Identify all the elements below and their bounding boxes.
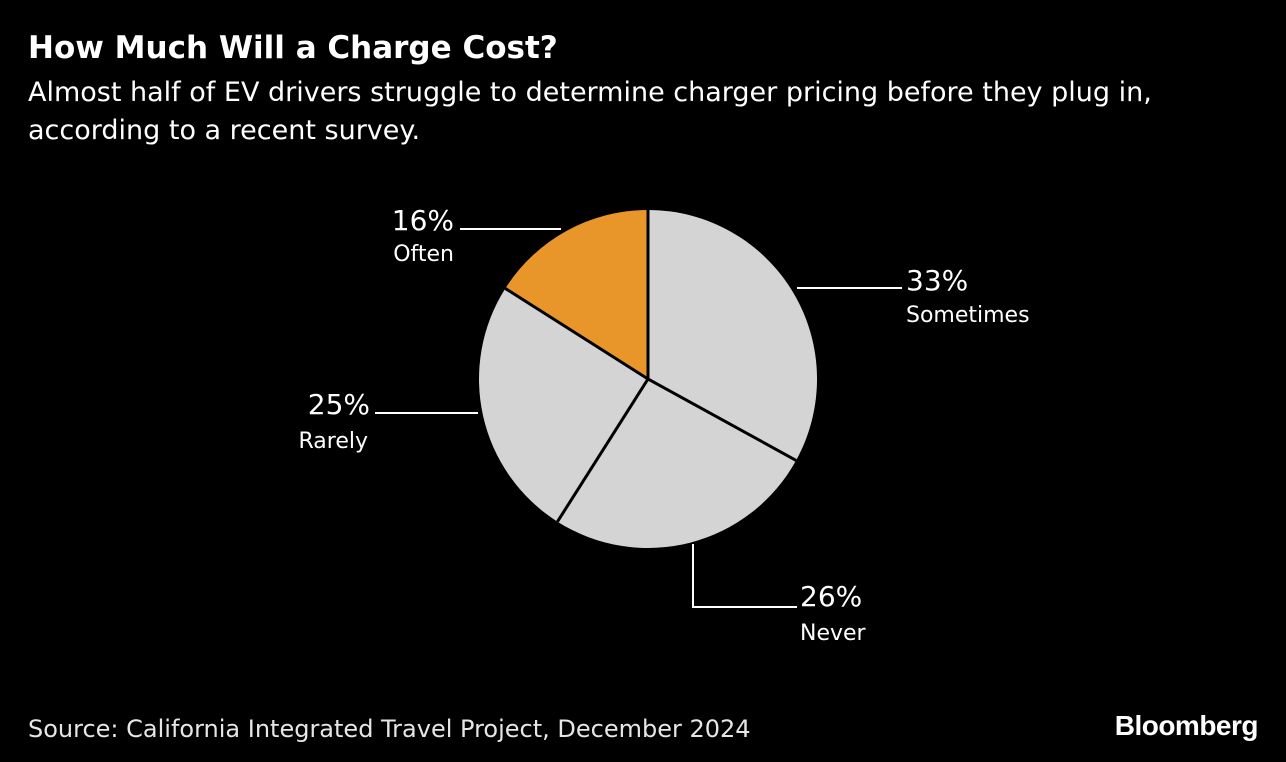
category-label-rarely: Rarely [298, 429, 368, 454]
pie-slice-sometimes [648, 210, 817, 461]
data-label-rarely: 25% [308, 388, 370, 421]
pie-leader-lines [375, 228, 902, 608]
bloomberg-logo: Bloomberg [1114, 710, 1259, 741]
leader-line-never [692, 544, 797, 608]
pie-labels: 33% Sometimes 26% Never 25% Rarely 16% Often [298, 204, 1029, 646]
slice-divider [504, 287, 649, 381]
chart-title: How Much Will a Charge Cost? [28, 30, 558, 66]
category-label-never: Never [800, 621, 867, 646]
data-label-sometimes: 33% [906, 264, 968, 297]
chart-subtitle: Almost half of EV drivers struggle to de… [28, 77, 1152, 146]
pie-slice-often [505, 210, 648, 379]
source-note: Source: California Integrated Travel Pro… [28, 715, 751, 743]
slice-divider [647, 377, 797, 462]
pie-slice-rarely [479, 288, 648, 522]
data-label-never: 26% [800, 580, 862, 613]
pie-dividers [504, 210, 797, 523]
pie-chart: 33% Sometimes 26% Never 25% Rarely 16% Often [298, 204, 1029, 646]
pie-slice-never [557, 379, 797, 548]
category-label-often: Often [393, 242, 454, 267]
data-label-often: 16% [392, 204, 454, 237]
pie-slices [479, 210, 817, 548]
slice-divider [556, 378, 650, 523]
category-label-sometimes: Sometimes [906, 303, 1030, 328]
